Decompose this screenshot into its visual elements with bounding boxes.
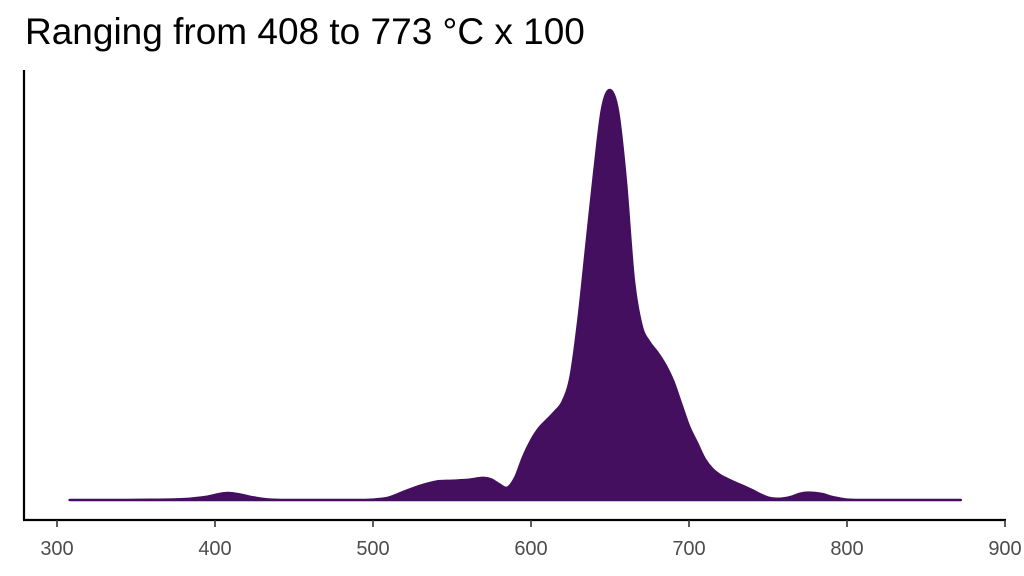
x-tick-label: 600	[514, 538, 547, 560]
x-axis-ticks: 300 400 500 600 700 800 900	[40, 520, 1022, 560]
x-tick-label: 400	[198, 538, 231, 560]
x-tick-label: 500	[356, 538, 389, 560]
density-area-layer	[68, 88, 963, 502]
x-tick-label: 800	[830, 538, 863, 560]
x-tick-label: 900	[988, 538, 1021, 560]
x-tick-label: 700	[672, 538, 705, 560]
density-area	[68, 88, 963, 502]
x-tick-label: 300	[40, 538, 73, 560]
chart-title: Ranging from 408 to 773 °C x 100	[25, 11, 585, 52]
